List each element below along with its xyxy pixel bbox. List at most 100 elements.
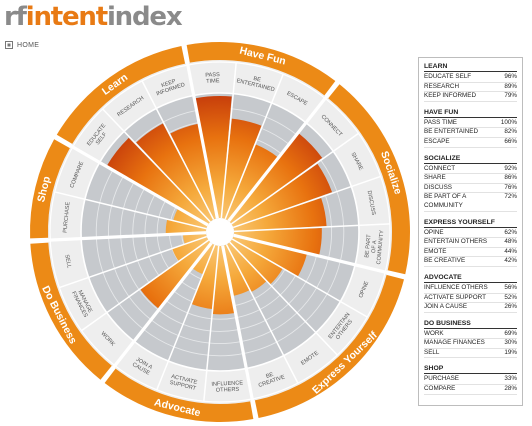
- legend-row-value: 56%: [504, 283, 517, 291]
- bar-pass-time[interactable]: [195, 96, 232, 219]
- category-band-advocate[interactable]: [104, 368, 254, 423]
- home-icon[interactable]: [5, 41, 13, 49]
- item-label-influence-others: INFLUENCEOTHERS: [211, 380, 244, 394]
- legend-group-express-yourself: EXPRESS YOURSELF OPINE 62% ENTERTAIN OTHERS…: [424, 219, 517, 267]
- legend-row-value: 66%: [504, 137, 517, 145]
- legend-row-label: SHARE: [424, 174, 446, 182]
- item-label-sell: SELL: [63, 254, 71, 269]
- spoke: [28, 231, 207, 243]
- legend-row-label: ENTERTAIN OTHERS: [424, 238, 488, 246]
- bar-educate-self[interactable]: [107, 137, 211, 225]
- legend-row-value: 26%: [504, 303, 517, 311]
- legend-group-shop: SHOP PURCHASE 33% COMPARE 28%: [424, 365, 517, 395]
- bar-discuss[interactable]: [233, 197, 327, 232]
- legend-row: DISCUSS 76%: [424, 184, 517, 194]
- bar-work[interactable]: [140, 240, 212, 309]
- bar-keep-informed[interactable]: [170, 123, 218, 220]
- legend-row: ENTERTAIN OTHERS 48%: [424, 238, 517, 248]
- legend-group-title: LEARN: [424, 63, 517, 72]
- spoke: [229, 241, 338, 356]
- bar-share[interactable]: [231, 163, 333, 228]
- legend-row: CONNECT 92%: [424, 165, 517, 175]
- legend-row-label: PASS TIME: [424, 118, 458, 126]
- bar-be-part-of-a-community[interactable]: [233, 228, 322, 256]
- spoke: [225, 244, 299, 384]
- logo-part-2: intent: [25, 2, 108, 32]
- bar-join-a-cause[interactable]: [192, 243, 215, 275]
- legend-row-value: 82%: [504, 128, 517, 136]
- item-label-discuss: DISCUSS: [366, 190, 377, 216]
- bar-manage-finances[interactable]: [172, 236, 209, 261]
- legend-row-label: BE PART OF A COMMUNITY: [424, 193, 466, 209]
- legend-row-value: 62%: [504, 228, 517, 236]
- spoke: [100, 242, 213, 384]
- legend-row: BE CREATIVE 42%: [424, 257, 517, 267]
- category-band-shop[interactable]: [30, 139, 70, 239]
- bar-purchase[interactable]: [165, 219, 207, 235]
- bar-opine[interactable]: [232, 235, 307, 277]
- legend-row-value: 96%: [504, 73, 517, 80]
- spoke: [54, 191, 207, 230]
- bar-compare[interactable]: [173, 208, 208, 229]
- home-link[interactable]: HOME: [17, 41, 40, 49]
- legend-row: MANAGE FINANCES 30%: [424, 339, 517, 349]
- spoke: [231, 238, 368, 318]
- spoke: [220, 62, 237, 219]
- bar-connect[interactable]: [228, 133, 323, 224]
- legend-row-value: 69%: [504, 329, 517, 337]
- legend-row-label: OPINE: [424, 228, 444, 236]
- category-band-do-business[interactable]: [30, 242, 112, 380]
- bar-entertain-others[interactable]: [229, 239, 283, 285]
- bar-escape[interactable]: [225, 144, 278, 221]
- spoke: [224, 73, 284, 220]
- legend-row-value: 100%: [500, 118, 517, 126]
- legend-row-value: 28%: [504, 385, 517, 393]
- category-band-socialize[interactable]: [328, 84, 410, 275]
- bar-be-creative[interactable]: [222, 244, 250, 296]
- legend-row: ACTIVATE SUPPORT 52%: [424, 294, 517, 304]
- legend-row: KEEP INFORMED 79%: [424, 92, 517, 102]
- legend-row-value: 89%: [504, 82, 517, 90]
- category-band-have-fun[interactable]: [186, 42, 336, 96]
- legend-row-value: 33%: [504, 375, 517, 383]
- legend-row-value: 42%: [504, 257, 517, 265]
- legend-row: BE ENTERTAINED 82%: [424, 128, 517, 138]
- legend-row-label: DISCUSS: [424, 183, 452, 191]
- legend-row: JOIN A CAUSE 26%: [424, 303, 517, 313]
- legend-row: SELL 19%: [424, 349, 517, 359]
- bar-research[interactable]: [136, 123, 214, 222]
- brand-logo[interactable]: rfintentindex: [4, 0, 183, 34]
- legend-row-label: EDUCATE SELF: [424, 73, 472, 80]
- logo-part-1: rf: [4, 2, 27, 32]
- legend-row-value: 52%: [504, 293, 517, 301]
- category-band-learn[interactable]: [56, 45, 186, 144]
- spoke: [203, 245, 220, 402]
- legend-row-label: EMOTE: [424, 247, 447, 255]
- item-label-be-part-of-a-community: BE PARTOF ACOMMUNITY: [364, 228, 386, 264]
- bar-be-entertained[interactable]: [221, 118, 262, 219]
- legend-row: EMOTE 44%: [424, 248, 517, 258]
- legend-group-title: DO BUSINESS: [424, 320, 517, 329]
- spoke: [156, 244, 216, 391]
- item-label-pass-time: PASSTIME: [205, 72, 220, 85]
- bar-sell[interactable]: [182, 232, 207, 244]
- legend-group-title: EXPRESS YOURSELF: [424, 219, 517, 228]
- legend-group-learn: LEARN EDUCATE SELF 96% RESEARCH 89% KEEP INFO…: [424, 63, 517, 102]
- spoke: [230, 132, 359, 225]
- spoke: [102, 108, 211, 223]
- plot-border: [80, 92, 360, 372]
- spoke: [232, 175, 381, 229]
- spoke: [221, 245, 258, 421]
- bar-emote[interactable]: [226, 242, 267, 292]
- spoke: [141, 80, 215, 220]
- breadcrumb: HOME: [5, 41, 39, 49]
- legend-row: OPINE 62%: [424, 229, 517, 239]
- bar-activate-support[interactable]: [191, 245, 219, 310]
- legend-row-label: BE ENTERTAINED: [424, 128, 478, 136]
- bar-influence-others[interactable]: [212, 245, 235, 315]
- legend-group-title: ADVOCATE: [424, 274, 517, 283]
- category-band-express-yourself[interactable]: [254, 274, 405, 419]
- legend-row-label: JOIN A CAUSE: [424, 303, 468, 311]
- legend-group-do-business: DO BUSINESS WORK 69% MANAGE FINANCES 30% SELL…: [424, 320, 517, 359]
- legend-row-label: PURCHASE: [424, 375, 459, 383]
